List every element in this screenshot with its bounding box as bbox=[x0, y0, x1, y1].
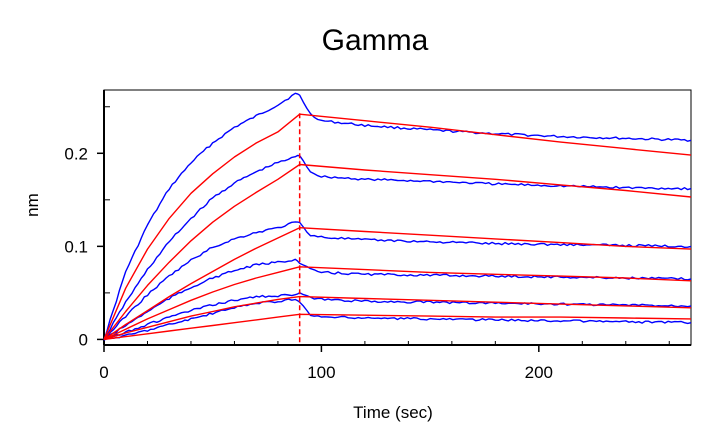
x-tick-label: 100 bbox=[307, 363, 335, 382]
fit-curve bbox=[103, 113, 692, 340]
chart-title: Gamma bbox=[322, 24, 429, 57]
minor-ticks bbox=[104, 106, 670, 345]
fit-curve bbox=[103, 295, 692, 341]
measured-curve bbox=[103, 92, 692, 341]
y-axis-label: nm bbox=[23, 193, 42, 217]
fit-curve bbox=[103, 227, 692, 340]
y-ticks: 0 0.1 0.2 bbox=[64, 144, 104, 349]
y-tick-label: 0.2 bbox=[64, 144, 88, 163]
y-tick-label: 0 bbox=[79, 330, 88, 349]
x-ticks: 0 100 200 bbox=[99, 345, 553, 382]
fit-curve bbox=[103, 313, 692, 341]
fit-curve bbox=[103, 163, 692, 340]
series-layer bbox=[103, 92, 692, 341]
measured-curve bbox=[103, 154, 692, 340]
x-axis-label: Time (sec) bbox=[353, 403, 433, 422]
plot-frame bbox=[103, 89, 692, 346]
x-tick-label: 200 bbox=[525, 363, 553, 382]
fit-curve bbox=[103, 266, 692, 341]
x-tick-label: 0 bbox=[99, 363, 108, 382]
measured-curve bbox=[103, 298, 692, 340]
y-tick-label: 0.1 bbox=[64, 237, 88, 256]
